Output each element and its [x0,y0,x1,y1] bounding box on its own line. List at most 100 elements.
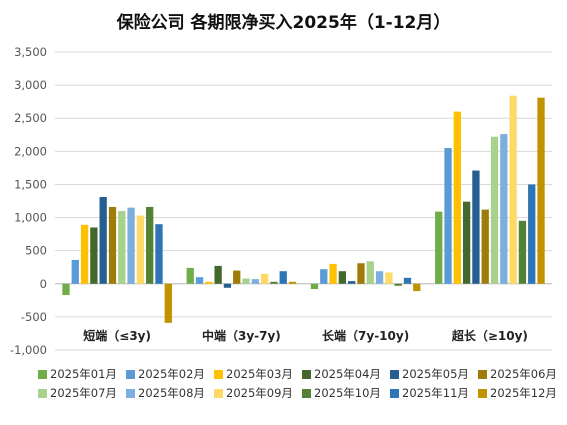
bar [195,277,204,284]
y-tick-label: -500 [21,310,47,324]
legend-swatch [38,369,47,379]
bar [462,201,471,284]
bar [251,279,259,284]
legend-label: 2025年12月 [490,386,557,400]
legend-swatch [126,388,135,398]
y-tick-label: 500 [25,244,47,258]
legend-swatch [478,369,487,379]
bar [413,283,421,292]
legend-item: 2025年05月 [390,366,469,382]
legend-label: 2025年08月 [138,386,205,400]
bar [472,170,480,284]
legend-swatch [38,388,47,398]
legend-item: 2025年08月 [126,385,205,401]
legend-swatch [214,369,223,379]
bar [403,277,412,284]
bar [279,271,287,284]
legend-swatch [478,388,487,398]
legend-swatch [390,388,399,398]
bar [509,95,517,284]
legend-swatch [390,369,399,379]
legend-label: 2025年03月 [226,367,293,381]
legend-item: 2025年01月 [38,366,117,382]
bar [366,261,374,284]
bar [528,184,536,284]
bar [435,211,443,284]
bar [205,281,213,284]
bar [490,136,499,284]
y-tick-label: 1,000 [14,211,47,225]
legend-label: 2025年10月 [314,386,381,400]
legend-item: 2025年09月 [214,385,293,401]
legend-item: 2025年10月 [302,385,381,401]
legend-swatch [302,388,311,398]
bar [223,283,232,288]
bar [242,278,250,284]
y-tick-label: 0 [40,277,47,291]
bar [385,272,393,284]
bar [338,271,347,284]
bar [320,269,328,284]
bar [71,259,79,284]
x-category-label: 超长（≥10y) [451,328,528,343]
bar [164,283,172,323]
legend-swatch [302,369,311,379]
legend-item: 2025年04月 [302,366,381,382]
bar [444,148,452,284]
bar [500,134,508,284]
y-tick-label: 3,500 [14,45,47,59]
y-tick-label: -1,000 [10,343,47,357]
legend-item: 2025年03月 [214,366,293,382]
legend-item: 2025年11月 [390,385,469,401]
y-tick-label: 2,500 [14,111,47,125]
bar [481,209,489,284]
bar [270,281,278,284]
legend-label: 2025年09月 [226,386,293,400]
legend-item: 2025年07月 [38,385,117,401]
bar [127,207,135,284]
legend-label: 2025年07月 [50,386,117,400]
bar [108,206,117,284]
bar [146,206,154,284]
bar [80,224,89,284]
legend-swatch [126,369,135,379]
bar [310,283,319,290]
bar [288,281,297,284]
bar [118,210,126,284]
legend-item: 2025年12月 [478,385,557,401]
bar [329,263,337,284]
x-category-label: 长端（7y-10y) [322,328,409,343]
legend-label: 2025年05月 [402,367,469,381]
bar [136,215,145,284]
y-tick-label: 1,500 [14,177,47,191]
bar [62,283,70,296]
bar [357,263,365,284]
bar [394,283,402,286]
bar [375,271,384,284]
x-category-label: 中端（3y-7y) [202,328,281,343]
bar [155,224,163,284]
bar [518,220,527,284]
bar [453,111,461,284]
legend-label: 2025年01月 [50,367,117,381]
legend-label: 2025年11月 [402,386,469,400]
bar [214,265,222,284]
legend-label: 2025年06月 [490,367,557,381]
bar [260,273,269,284]
legend-item: 2025年06月 [478,366,557,382]
x-category-label: 短端（≤3y) [83,328,151,343]
bar [348,281,356,284]
legend-swatch [214,388,223,398]
bar [537,97,545,284]
bar [99,197,107,284]
legend-label: 2025年02月 [138,367,205,381]
y-tick-label: 2,000 [14,144,47,158]
bar [186,267,194,284]
y-tick-label: 3,000 [14,78,47,92]
bar [233,270,241,284]
chart-title: 保险公司 各期限净买入2025年（1-12月） [116,13,451,33]
legend-label: 2025年04月 [314,367,381,381]
legend-item: 2025年02月 [126,366,205,382]
bar [90,227,98,284]
